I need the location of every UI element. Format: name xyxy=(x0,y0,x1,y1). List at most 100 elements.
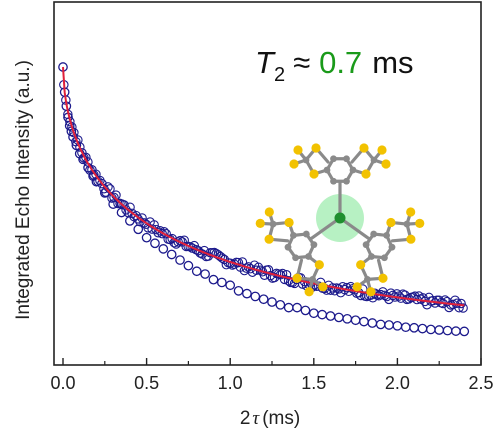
data-point xyxy=(157,228,167,239)
x-tick-label: 1.5 xyxy=(301,373,326,393)
data-point xyxy=(458,303,468,313)
y-axis-label: Integrated Echo Intensity (a.u.) xyxy=(13,60,34,320)
sulfur-atom xyxy=(304,287,314,297)
data-point xyxy=(367,318,378,328)
t2-relation: ≈ xyxy=(293,45,310,80)
x-axis-label-symbol: τ xyxy=(252,408,260,429)
data-point xyxy=(95,175,105,186)
x-axis-label: 2 τ (ms) xyxy=(240,408,300,429)
t2-annotation: T2 ≈0.7 ms xyxy=(255,45,414,86)
carbon-atom xyxy=(364,275,371,283)
carbon-atom xyxy=(368,253,375,260)
plot-frame xyxy=(53,1,482,366)
data-point xyxy=(459,326,470,337)
sulfur-atom xyxy=(361,169,371,179)
carbon-atom xyxy=(330,177,337,185)
x-axis-label-unit: (ms) xyxy=(262,408,300,429)
carbon-atom xyxy=(403,220,411,228)
carbon-atom xyxy=(370,156,378,164)
data-point xyxy=(258,294,269,305)
molecule-bond xyxy=(309,216,342,240)
data-point xyxy=(292,302,302,313)
carbon-atom xyxy=(343,155,350,163)
data-point xyxy=(173,237,183,247)
carbon-atom xyxy=(370,230,378,238)
data-point xyxy=(342,313,353,324)
data-point xyxy=(250,291,261,302)
data-point xyxy=(175,255,185,265)
data-point xyxy=(158,244,169,254)
data-point xyxy=(69,127,79,138)
carbon-atom xyxy=(349,166,357,174)
data-point xyxy=(275,299,286,310)
sulfur-atom xyxy=(352,282,362,292)
triarylmethyl-radical-molecule-icon xyxy=(255,143,425,297)
data-point xyxy=(400,322,411,333)
sulfur-atom xyxy=(378,273,388,283)
carbon-atom xyxy=(292,254,299,262)
data-point xyxy=(325,311,336,321)
t2-symbol: T xyxy=(255,45,276,80)
sulfur-atom xyxy=(264,207,274,217)
x-tick-label: 0.0 xyxy=(50,373,75,393)
data-point xyxy=(216,277,227,288)
data-point xyxy=(392,320,403,331)
data-point xyxy=(242,288,252,299)
data-point xyxy=(359,316,369,327)
t2-subscript: 2 xyxy=(274,64,285,86)
carbon-atom xyxy=(302,156,310,164)
data-point xyxy=(409,322,419,333)
sulfur-atom xyxy=(284,217,294,228)
data-point xyxy=(425,324,436,335)
data-point xyxy=(317,309,328,320)
x-axis-ticks: 0.0 0.5 1.0 1.5 2.0 2.5 xyxy=(50,358,494,393)
t2-unit: ms xyxy=(372,45,413,80)
x-tick-label: 1.0 xyxy=(218,373,243,393)
data-point xyxy=(119,200,129,210)
data-point xyxy=(384,320,394,330)
carbon-atom xyxy=(302,230,310,238)
carbon-atom xyxy=(289,231,297,239)
data-point xyxy=(166,249,177,260)
central-carbon-atom xyxy=(334,212,346,224)
carbon-atom xyxy=(284,243,292,251)
data-point xyxy=(191,266,202,277)
data-point xyxy=(279,274,290,285)
data-point xyxy=(350,315,361,326)
sulfur-atom xyxy=(359,143,369,153)
sulfur-atom xyxy=(318,282,328,292)
carbon-atom xyxy=(269,220,277,228)
data-point xyxy=(451,326,461,336)
carbon-atom xyxy=(343,177,350,185)
sulfur-atom xyxy=(292,273,302,283)
data-point xyxy=(375,319,386,330)
data-point xyxy=(225,280,236,291)
x-tick-label: 2.0 xyxy=(385,373,410,393)
carbon-atom xyxy=(323,166,331,174)
sulfur-atom xyxy=(381,159,391,169)
sulfur-atom xyxy=(386,217,396,228)
data-point xyxy=(97,178,107,189)
t2-value: 0.7 xyxy=(319,45,362,80)
sulfur-atom xyxy=(415,218,425,228)
carbon-atom xyxy=(388,243,396,251)
carbon-atom xyxy=(362,241,370,249)
data-point xyxy=(281,270,292,280)
carbon-atom xyxy=(309,275,316,283)
carbon-atom xyxy=(310,241,318,249)
data-point xyxy=(300,305,311,316)
data-point xyxy=(277,268,288,279)
sulfur-atom xyxy=(314,260,324,270)
data-point xyxy=(75,142,85,152)
data-point xyxy=(233,285,244,296)
data-point xyxy=(187,243,197,253)
data-point xyxy=(155,226,165,236)
sulfur-atom xyxy=(406,234,416,244)
sulfur-atom xyxy=(406,207,416,217)
sulfur-atom xyxy=(366,287,376,297)
carbon-atom xyxy=(381,254,388,262)
x-tick-label: 0.5 xyxy=(134,373,159,393)
sulfur-atom xyxy=(377,145,387,155)
data-point xyxy=(434,325,445,335)
